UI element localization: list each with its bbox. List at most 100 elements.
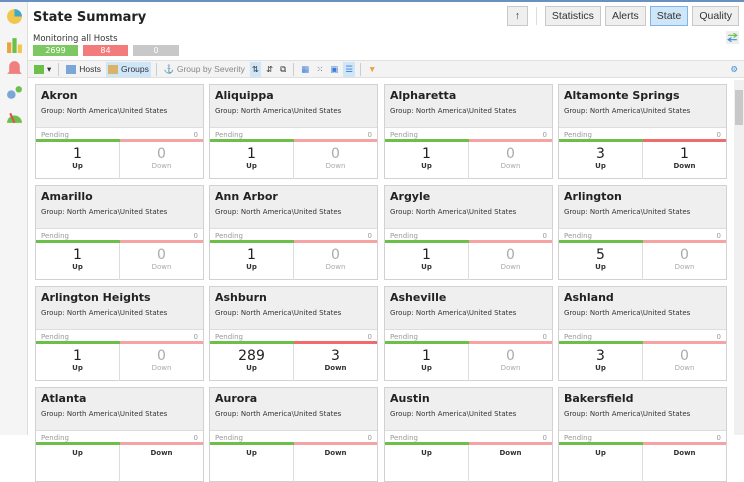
down-cell[interactable]: 0 Down xyxy=(642,243,726,280)
up-cell[interactable]: 1 Up xyxy=(210,243,293,280)
host-group-card[interactable]: Aurora Group: North America\United State… xyxy=(209,387,378,482)
view-tiles-icon[interactable]: ▣ xyxy=(330,63,339,74)
card-name: Asheville xyxy=(390,291,447,304)
up-button[interactable]: ↑ xyxy=(506,6,528,26)
up-value: 1 xyxy=(73,247,82,263)
tab-statistics[interactable]: Statistics xyxy=(544,6,601,26)
up-cell[interactable]: 1 Up xyxy=(36,142,119,179)
host-group-card[interactable]: Arlington Group: North America\United St… xyxy=(558,185,727,280)
up-label: Up xyxy=(246,449,257,457)
down-cell[interactable]: 0 Down xyxy=(119,344,203,381)
pending-count: 0 xyxy=(367,232,372,240)
filter-icon[interactable]: ▼ xyxy=(368,63,377,74)
down-cell[interactable]: 3 Down xyxy=(293,344,377,381)
expand-button[interactable]: ⧉ xyxy=(280,63,287,74)
up-cell[interactable]: Up xyxy=(36,445,119,482)
down-cell[interactable]: 0 Down xyxy=(642,344,726,381)
up-value: 5 xyxy=(596,247,605,263)
down-cell[interactable]: Down xyxy=(468,445,552,482)
down-cell[interactable]: 0 Down xyxy=(119,243,203,280)
up-cell[interactable]: Up xyxy=(559,445,642,482)
view-cards-icon[interactable]: ☰ xyxy=(343,61,356,77)
vertical-scrollbar[interactable] xyxy=(734,80,744,435)
card-header: Argyle Group: North America\United State… xyxy=(385,186,552,228)
card-header: Bakersfield Group: North America\United … xyxy=(559,388,726,430)
down-cell[interactable]: 0 Down xyxy=(468,142,552,179)
view-nav: ↑ Statistics Alerts State Quality xyxy=(506,6,739,26)
swap-icon[interactable] xyxy=(726,31,739,44)
down-cell[interactable]: 0 Down xyxy=(468,344,552,381)
quality-gauge-icon[interactable] xyxy=(6,108,23,125)
folder-icon xyxy=(108,64,119,74)
layout-dropdown[interactable]: ▾ xyxy=(32,62,53,77)
pending-count-badge[interactable]: 0 xyxy=(133,45,179,56)
up-cell[interactable]: Up xyxy=(385,445,468,482)
tab-state[interactable]: State xyxy=(649,6,689,26)
host-group-card[interactable]: Ann Arbor Group: North America\United St… xyxy=(209,185,378,280)
host-group-card[interactable]: Altamonte Springs Group: North America\U… xyxy=(558,84,727,179)
view-table-icon[interactable]: ▦ xyxy=(301,63,310,74)
tab-alerts[interactable]: Alerts xyxy=(604,6,646,26)
down-cell[interactable]: Down xyxy=(293,445,377,482)
pending-row: Pending 0 xyxy=(559,127,726,139)
host-group-card[interactable]: Arlington Heights Group: North America\U… xyxy=(35,286,204,381)
down-cell[interactable]: Down xyxy=(642,445,726,482)
host-group-card[interactable]: Asheville Group: North America\United St… xyxy=(384,286,553,381)
down-cell[interactable]: 0 Down xyxy=(468,243,552,280)
up-cell[interactable]: 289 Up xyxy=(210,344,293,381)
up-cell[interactable]: 3 Up xyxy=(559,142,642,179)
host-group-card[interactable]: Ashland Group: North America\United Stat… xyxy=(558,286,727,381)
down-bar-segment xyxy=(293,240,377,243)
pending-label: Pending xyxy=(41,333,69,341)
up-count-badge[interactable]: 2699 xyxy=(33,45,78,56)
up-cell[interactable]: 1 Up xyxy=(385,344,468,381)
card-group: Group: North America\United States xyxy=(564,107,691,115)
pending-count: 0 xyxy=(367,434,372,442)
host-group-card[interactable]: Austin Group: North America\United State… xyxy=(384,387,553,482)
down-cell[interactable]: 1 Down xyxy=(642,142,726,179)
down-label: Down xyxy=(500,162,521,170)
sort-ascending-button[interactable]: ⇅ xyxy=(249,61,261,77)
host-group-card[interactable]: Atlanta Group: North America\United Stat… xyxy=(35,387,204,482)
up-bar-segment xyxy=(36,341,120,344)
hosts-button[interactable]: Hosts xyxy=(64,62,103,77)
up-label: Up xyxy=(246,162,257,170)
group-by-severity-button[interactable]: ⚓ Group by Severity xyxy=(162,62,247,77)
groups-button[interactable]: Groups xyxy=(106,61,151,77)
tab-quality[interactable]: Quality xyxy=(692,6,739,26)
up-cell[interactable]: 3 Up xyxy=(559,344,642,381)
bar-chart-icon[interactable] xyxy=(6,36,23,53)
host-group-card[interactable]: Akron Group: North America\United States… xyxy=(35,84,204,179)
down-cell[interactable]: Down xyxy=(119,445,203,482)
down-count-badge[interactable]: 84 xyxy=(83,45,128,56)
down-label: Down xyxy=(673,162,696,170)
host-group-card[interactable]: Bakersfield Group: North America\United … xyxy=(558,387,727,482)
host-group-card[interactable]: Aliquippa Group: North America\United St… xyxy=(209,84,378,179)
down-label: Down xyxy=(673,449,696,457)
up-cell[interactable]: Up xyxy=(210,445,293,482)
host-group-card[interactable]: Alpharetta Group: North America\United S… xyxy=(384,84,553,179)
view-grid-icon[interactable]: ⁙ xyxy=(316,63,324,74)
settings-gear-icon[interactable]: ⚙ xyxy=(730,64,738,74)
pie-chart-icon[interactable] xyxy=(6,8,23,25)
up-value: 1 xyxy=(422,348,431,364)
up-cell[interactable]: 1 Up xyxy=(36,344,119,381)
alarm-bell-icon[interactable] xyxy=(6,60,23,77)
up-cell[interactable]: 1 Up xyxy=(385,243,468,280)
toolbar-divider xyxy=(58,62,60,76)
host-group-card[interactable]: Amarillo Group: North America\United Sta… xyxy=(35,185,204,280)
up-cell[interactable]: 1 Up xyxy=(36,243,119,280)
pending-label: Pending xyxy=(564,333,592,341)
host-group-card[interactable]: Argyle Group: North America\United State… xyxy=(384,185,553,280)
up-cell[interactable]: 5 Up xyxy=(559,243,642,280)
scroll-thumb[interactable] xyxy=(735,90,743,125)
card-group: Group: North America\United States xyxy=(564,309,691,317)
sort-descending-button[interactable]: ⇵ xyxy=(266,63,274,74)
down-cell[interactable]: 0 Down xyxy=(293,142,377,179)
up-cell[interactable]: 1 Up xyxy=(385,142,468,179)
host-group-card[interactable]: Ashburn Group: North America\United Stat… xyxy=(209,286,378,381)
down-cell[interactable]: 0 Down xyxy=(293,243,377,280)
status-icon[interactable] xyxy=(6,84,23,101)
up-cell[interactable]: 1 Up xyxy=(210,142,293,179)
down-cell[interactable]: 0 Down xyxy=(119,142,203,179)
